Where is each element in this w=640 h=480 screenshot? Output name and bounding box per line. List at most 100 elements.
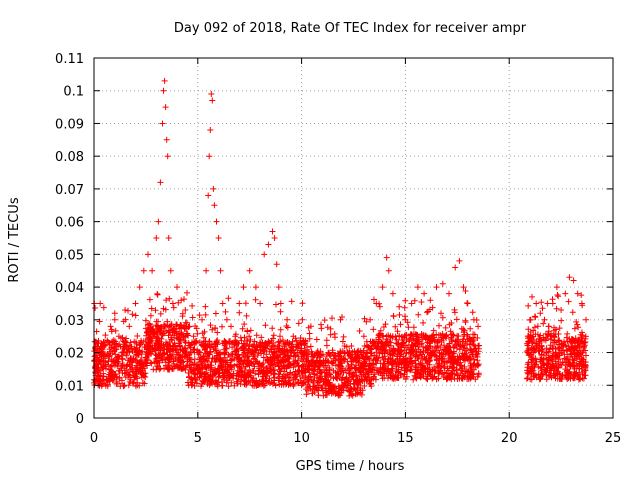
data-point	[570, 277, 577, 284]
data-point	[275, 284, 282, 291]
y-tick-label: 0.11	[55, 52, 84, 67]
data-point	[190, 333, 197, 340]
data-point	[269, 228, 276, 235]
data-point	[236, 300, 243, 307]
y-tick-label: 0.03	[55, 314, 84, 329]
data-point	[456, 257, 463, 264]
data-point	[252, 284, 259, 291]
data-point	[583, 316, 589, 323]
data-point	[206, 153, 213, 160]
data-point	[145, 251, 151, 258]
y-tick-label: 0.09	[55, 117, 84, 132]
data-point	[323, 369, 330, 376]
data-point	[162, 104, 169, 111]
point-cloud	[91, 288, 589, 399]
data-point	[342, 356, 349, 363]
data-point	[402, 316, 409, 323]
x-tick-label: 20	[501, 431, 518, 446]
data-point	[240, 284, 247, 291]
data-point	[257, 300, 264, 307]
data-point	[215, 235, 222, 241]
data-point	[317, 375, 324, 382]
data-point	[578, 300, 585, 307]
x-tick-label: 0	[90, 431, 98, 446]
data-point	[167, 267, 174, 274]
data-point	[209, 97, 216, 104]
data-point	[174, 284, 180, 291]
data-point	[203, 267, 210, 274]
data-point	[107, 323, 114, 330]
data-point	[553, 284, 560, 291]
data-point	[290, 333, 297, 340]
data-point	[433, 284, 440, 291]
y-axis-ticks: 0 0.01 0.02 0.03 0.04 0.05 0.06 0.07 0.08 0.09 0.1…	[55, 52, 613, 427]
data-point	[153, 235, 160, 241]
data-point	[126, 323, 133, 330]
data-point	[159, 120, 166, 127]
data-point	[348, 343, 355, 349]
data-point	[136, 284, 143, 291]
y-tick-label: 0.07	[55, 183, 84, 198]
data-point	[140, 267, 147, 274]
y-tick-label: 0.08	[55, 150, 84, 165]
y-tick-label: 0	[76, 412, 84, 427]
data-point	[271, 235, 278, 241]
data-point	[115, 333, 122, 340]
data-points	[93, 77, 589, 382]
y-tick-label: 0.01	[55, 379, 84, 394]
data-point	[178, 297, 185, 304]
data-point	[194, 349, 201, 356]
data-point	[379, 284, 386, 291]
data-point	[298, 349, 305, 356]
data-point	[529, 293, 535, 300]
data-point	[261, 251, 268, 258]
data-point	[232, 333, 239, 340]
data-point	[360, 333, 367, 340]
data-point	[182, 307, 189, 313]
data-point	[157, 179, 164, 186]
data-point	[265, 241, 272, 248]
x-tick-label: 5	[194, 431, 202, 446]
data-point	[464, 300, 471, 307]
data-point	[132, 300, 139, 307]
data-point	[219, 300, 226, 307]
point-cloud-marks	[91, 288, 589, 399]
data-point	[562, 290, 569, 297]
data-point	[354, 349, 361, 356]
data-point	[383, 254, 390, 261]
x-axis-label: GPS time / hours	[296, 459, 405, 474]
data-point	[304, 365, 311, 372]
data-point	[246, 267, 253, 274]
data-point	[199, 316, 205, 323]
data-point	[421, 290, 428, 297]
data-point	[149, 267, 156, 274]
data-point	[541, 316, 548, 323]
data-point	[164, 153, 171, 160]
data-point	[446, 290, 452, 297]
data-point	[336, 365, 342, 372]
data-point	[367, 316, 374, 323]
data-point	[208, 91, 215, 97]
x-tick-label: 25	[605, 431, 622, 446]
data-point	[385, 267, 392, 274]
data-point	[475, 323, 482, 330]
data-point	[277, 300, 284, 307]
x-tick-label: 10	[293, 431, 310, 446]
data-point	[558, 307, 565, 313]
data-point	[452, 264, 459, 271]
data-point	[223, 316, 230, 323]
plot-frame	[93, 57, 614, 419]
data-point	[537, 310, 544, 317]
y-tick-label: 0.04	[55, 281, 84, 296]
data-point	[101, 343, 108, 349]
chart-title: Day 092 of 2018, Rate Of TEC Index for r…	[174, 21, 527, 36]
data-point	[97, 300, 104, 307]
data-point	[460, 284, 467, 291]
x-tick-label: 15	[397, 431, 414, 446]
data-point	[574, 290, 581, 297]
data-point	[160, 87, 167, 94]
data-point	[389, 290, 396, 297]
data-point	[205, 192, 212, 199]
data-point	[165, 235, 172, 241]
